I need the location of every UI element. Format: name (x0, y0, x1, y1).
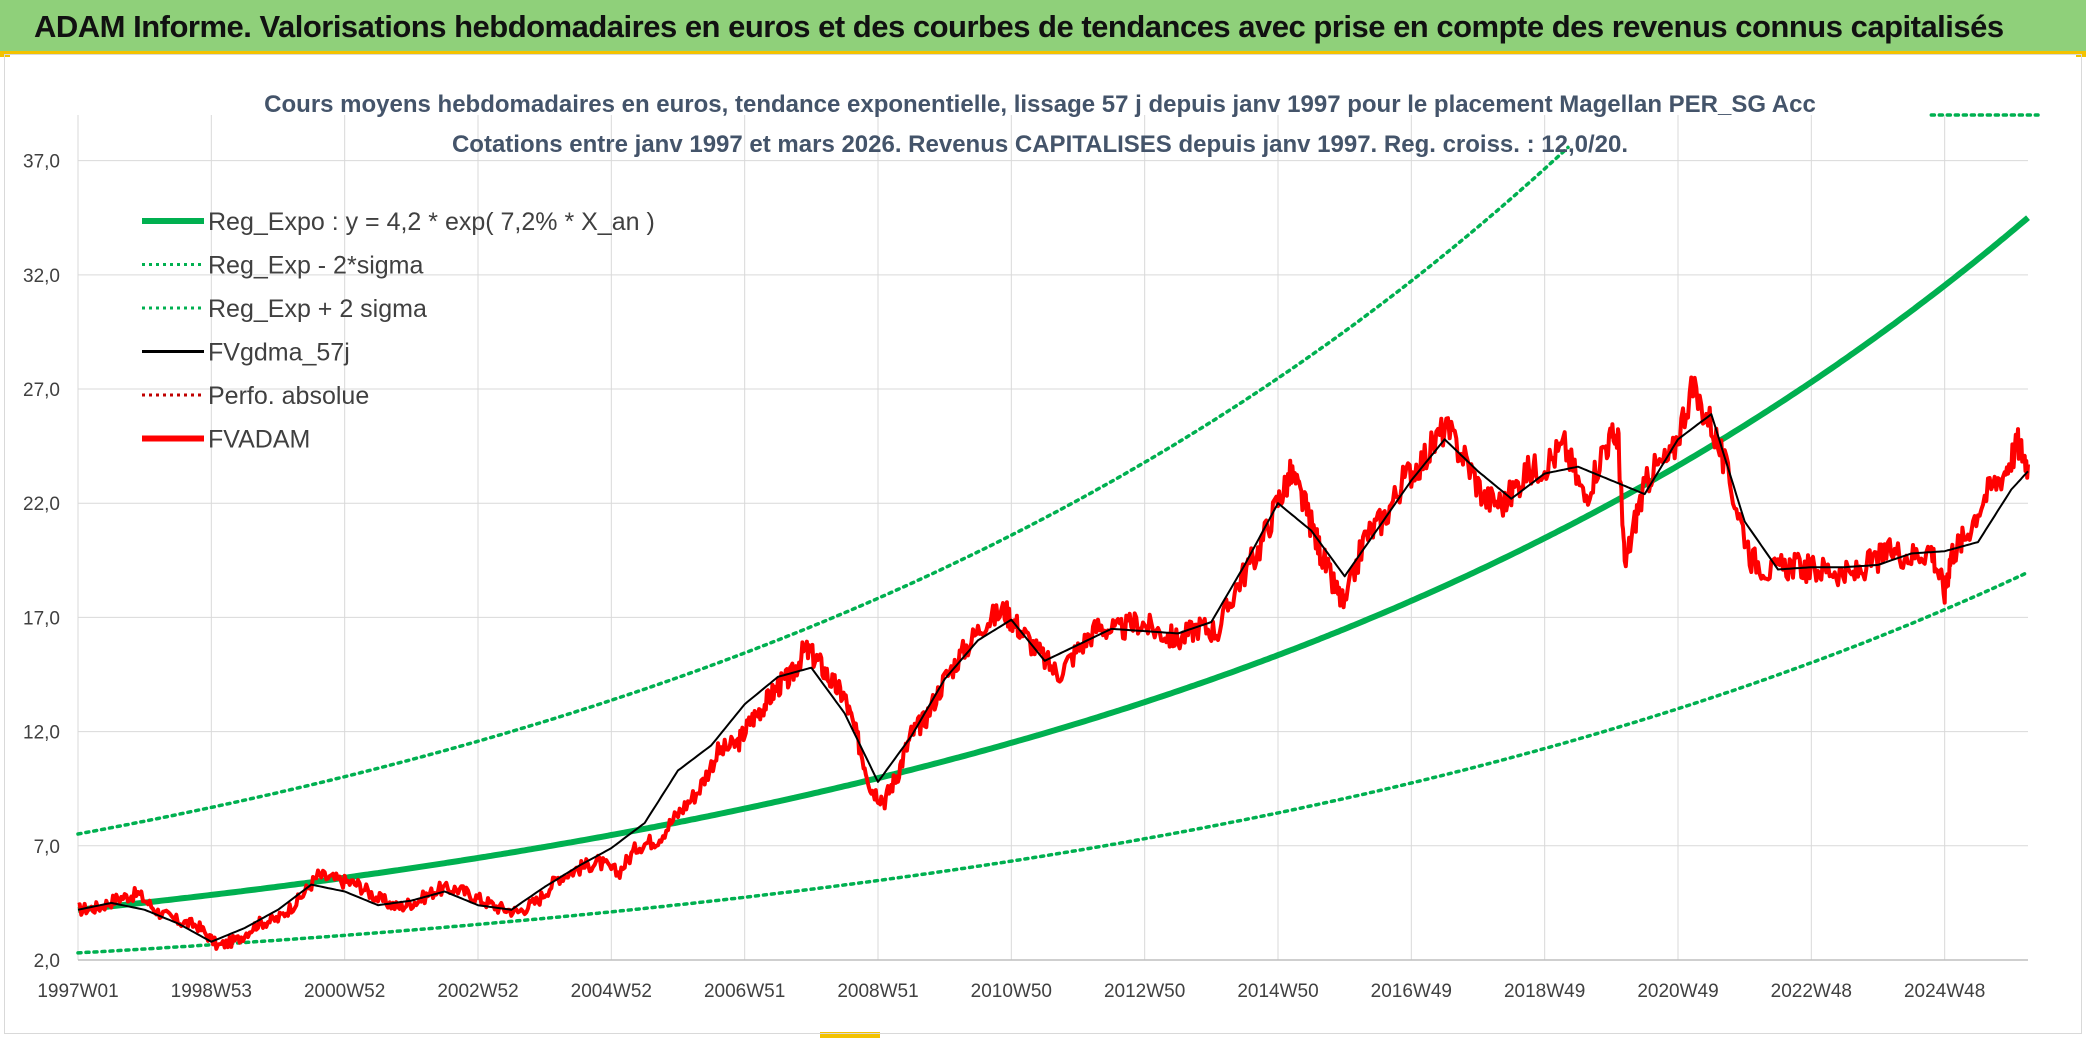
x-tick-label: 2024W48 (1904, 981, 1985, 1002)
x-tick-label: 2004W52 (571, 981, 652, 1002)
legend-label: FVgdma_57j (208, 339, 350, 367)
report-title: ADAM Informe. Valorisations hebdomadaire… (34, 9, 2004, 44)
legend-label: Reg_Expo : y = 4,2 * exp( 7,2% * X_an ) (208, 208, 655, 236)
x-tick-label: 2020W49 (1637, 981, 1718, 1002)
legend: Reg_Expo : y = 4,2 * exp( 7,2% * X_an ) R… (142, 208, 655, 454)
x-tick-label: 1998W53 (171, 981, 252, 1002)
x-tick-label: 2008W51 (837, 981, 918, 1002)
chart-title: Cours moyens hebdomadaires en euros, ten… (264, 91, 1816, 118)
legend-label: Reg_Exp - 2*sigma (208, 252, 423, 280)
x-tick-label: 1997W01 (37, 981, 118, 1002)
series-reg-exp-plus-2sigma (76, 145, 1570, 836)
y-tick-label: 7,0 (34, 837, 60, 858)
x-tick-label: 2000W52 (304, 981, 385, 1002)
x-tick-label: 2014W50 (1237, 981, 1318, 1002)
x-tick-label: 2022W48 (1771, 981, 1852, 1002)
chart-frame (4, 54, 2082, 1034)
y-tick-label: 17,0 (23, 608, 60, 629)
x-tick-label: 2010W50 (971, 981, 1052, 1002)
series-fvadam (77, 375, 2030, 951)
grid-lines (77, 115, 2028, 961)
x-tick-label: 2012W50 (1104, 981, 1185, 1002)
y-tick-label: 37,0 (23, 152, 60, 173)
y-tick-label: 27,0 (23, 380, 60, 401)
series-layer (76, 113, 2040, 955)
y-tick-label: 12,0 (23, 723, 60, 744)
legend-label: Perfo. absolue (208, 382, 369, 410)
x-tick-label: 2006W51 (704, 981, 785, 1002)
x-tick-label: 2018W49 (1504, 981, 1585, 1002)
x-axis-ticks: 1997W01 1998W53 2000W52 2002W52 2004W52 2006W… (37, 981, 1985, 1002)
y-tick-label: 32,0 (23, 266, 60, 287)
bottom-accent (820, 1032, 880, 1038)
legend-label: FVADAM (208, 426, 310, 454)
series-reg-expo (77, 215, 2030, 913)
y-tick-label: 2,0 (34, 951, 60, 972)
y-axis-ticks: 2,0 7,0 12,0 17,0 22,0 27,0 32,0 37,0 (23, 152, 60, 972)
series-reg-exp-minus-2sigma (76, 570, 2030, 955)
y-tick-label: 22,0 (23, 494, 60, 515)
x-tick-label: 2002W52 (437, 981, 518, 1002)
x-tick-label: 2016W49 (1371, 981, 1452, 1002)
title-banner: ADAM Informe. Valorisations hebdomadaire… (0, 0, 2086, 54)
legend-label: Reg_Exp + 2 sigma (208, 295, 427, 323)
series-fvgdma-57j (77, 413, 2029, 943)
chart-subtitle: Cotations entre janv 1997 et mars 2026. … (452, 131, 1628, 158)
